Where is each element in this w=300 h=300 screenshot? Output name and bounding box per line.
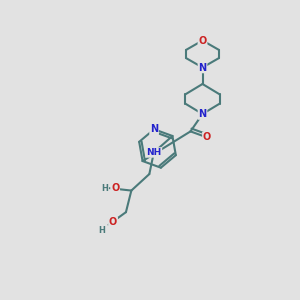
Text: NH: NH xyxy=(146,148,161,157)
Text: O: O xyxy=(203,132,211,142)
Text: N: N xyxy=(198,109,207,119)
Text: N: N xyxy=(198,62,207,73)
Text: O: O xyxy=(111,183,119,193)
Text: N: N xyxy=(150,124,158,134)
Text: O: O xyxy=(109,218,117,227)
Text: H: H xyxy=(98,226,105,235)
Text: O: O xyxy=(198,35,207,46)
Text: H: H xyxy=(101,184,108,193)
